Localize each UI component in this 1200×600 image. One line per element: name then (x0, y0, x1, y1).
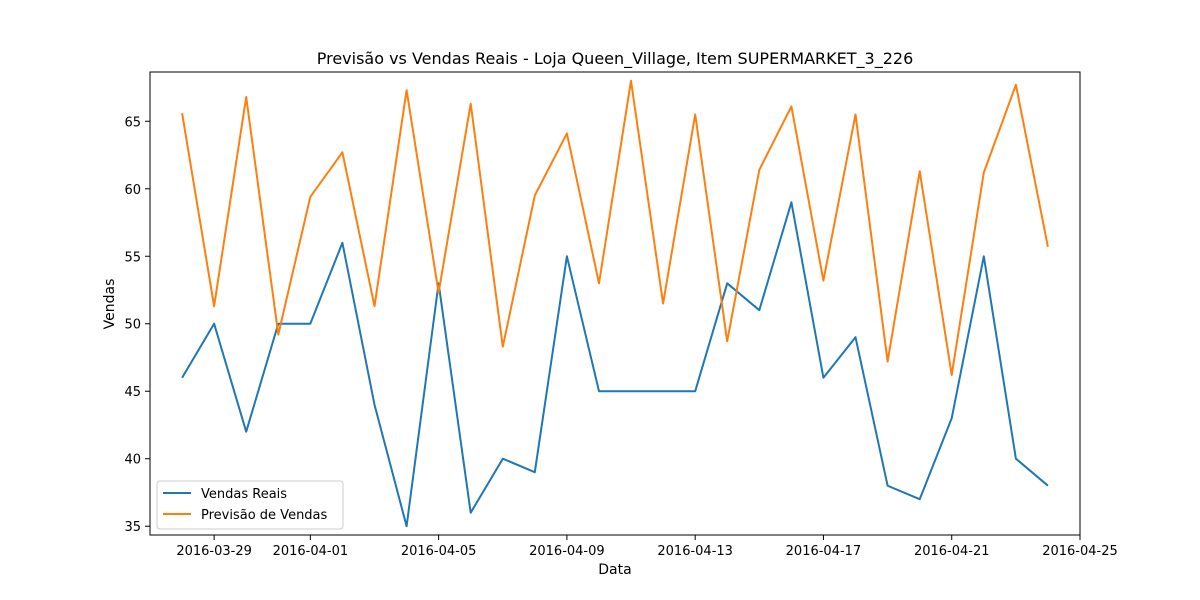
x-tick-label: 2016-04-25 (1042, 544, 1118, 559)
y-tick-label: 50 (124, 318, 141, 333)
series-line-2 (181, 79, 1049, 376)
plot-series (181, 79, 1049, 528)
x-tick-label: 2016-04-01 (273, 544, 349, 559)
y-tick-label: 35 (124, 520, 141, 535)
y-axis-ticks: 35 40 45 50 55 60 65 (124, 115, 150, 535)
legend-label-2: Previsão de Vendas (201, 508, 328, 523)
y-axis-label: Vendas (102, 279, 118, 330)
y-tick-label: 65 (124, 115, 141, 130)
y-tick-label: 45 (124, 385, 141, 400)
x-tick-label: 2016-04-17 (786, 544, 862, 559)
legend: Vendas Reais Previsão de Vendas (156, 480, 344, 530)
chart-title: Previsão vs Vendas Reais - Loja Queen_Vi… (317, 49, 914, 69)
y-tick-label: 40 (124, 453, 141, 468)
x-tick-label: 2016-03-29 (176, 544, 252, 559)
x-tick-label: 2016-04-13 (657, 544, 733, 559)
x-tick-label: 2016-04-05 (401, 544, 477, 559)
x-tick-label: 2016-04-09 (529, 544, 605, 559)
series-line-1 (181, 201, 1049, 528)
x-axis-ticks: 2016-03-29 2016-04-01 2016-04-05 2016-04-09… (176, 535, 1118, 559)
y-tick-label: 60 (124, 183, 141, 198)
y-tick-label: 55 (124, 250, 141, 265)
x-tick-label: 2016-04-21 (914, 544, 990, 559)
x-axis-label: Data (598, 562, 631, 578)
plot-frame (149, 71, 1081, 536)
legend-label-1: Vendas Reais (201, 487, 287, 502)
legend-box (156, 480, 344, 530)
